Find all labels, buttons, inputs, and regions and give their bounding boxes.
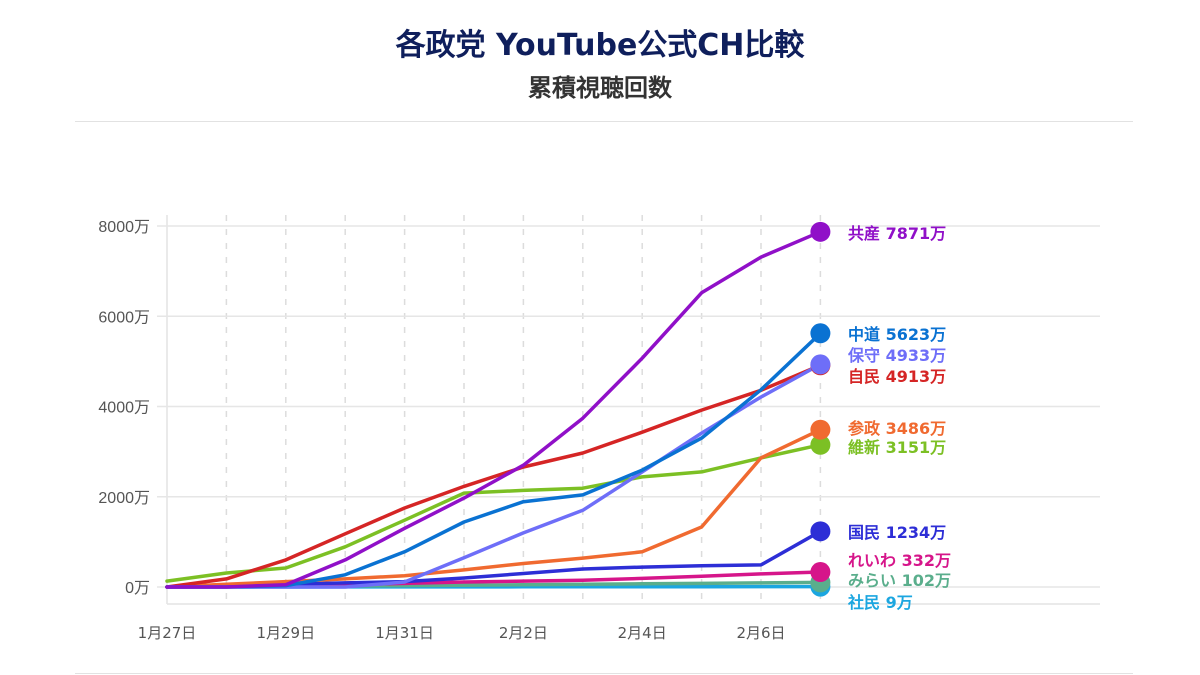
end-label-みらい: みらい 102万	[848, 571, 951, 590]
end-label-れいわ: れいわ 332万	[848, 551, 951, 570]
end-label-中道: 中道 5623万	[848, 325, 946, 344]
series-line-国民	[165, 529, 823, 589]
x-tick-label: 1月27日	[138, 624, 197, 642]
bottom-divider	[75, 673, 1133, 674]
series-line-維新	[165, 443, 823, 583]
end-label-社民: 社民 9万	[847, 593, 913, 612]
chart-subtitle: 累積視聴回数	[528, 74, 672, 102]
chart-grid	[157, 215, 1100, 605]
y-axis: 0万 2000万 4000万 6000万 8000万	[98, 219, 150, 597]
end-point-中道[interactable]	[810, 323, 831, 344]
end-point-共産[interactable]	[810, 221, 831, 242]
y-tick-label: 8000万	[98, 219, 150, 236]
series-line-参政	[165, 427, 823, 589]
y-tick-label: 2000万	[98, 490, 150, 507]
end-point-保守[interactable]	[810, 354, 831, 375]
end-label-自民: 自民 4913万	[848, 367, 946, 386]
y-tick-label: 6000万	[98, 309, 150, 326]
end-label-共産: 共産 7871万	[848, 224, 946, 243]
y-tick-label: 0万	[125, 580, 150, 597]
end-point-れいわ[interactable]	[810, 562, 831, 583]
x-tick-label: 2月6日	[736, 624, 785, 642]
end-label-参政: 参政 3486万	[848, 419, 946, 438]
x-tick-label: 1月31日	[375, 624, 434, 642]
end-label-保守: 保守 4933万	[847, 346, 946, 365]
series-line-共産	[165, 230, 823, 589]
end-point-国民[interactable]	[810, 521, 831, 542]
x-tick-label: 1月29日	[256, 624, 315, 642]
end-point-維新[interactable]	[810, 434, 831, 455]
series-lines	[165, 230, 823, 589]
top-divider	[75, 121, 1133, 122]
end-label-国民: 国民 1234万	[848, 523, 946, 542]
series-line-中道	[165, 331, 823, 589]
end-point-参政[interactable]	[810, 419, 831, 440]
x-tick-label: 2月4日	[618, 624, 667, 642]
series-end-points	[810, 221, 831, 597]
chart-title: 各政党 YouTube公式CH比較	[395, 28, 805, 63]
x-tick-label: 2月2日	[499, 624, 548, 642]
x-axis: 1月27日 1月29日 1月31日 2月2日 2月4日 2月6日	[138, 624, 786, 642]
end-label-維新: 維新 3151万	[848, 438, 946, 457]
y-tick-label: 4000万	[98, 400, 150, 417]
series-line-自民	[165, 363, 823, 589]
